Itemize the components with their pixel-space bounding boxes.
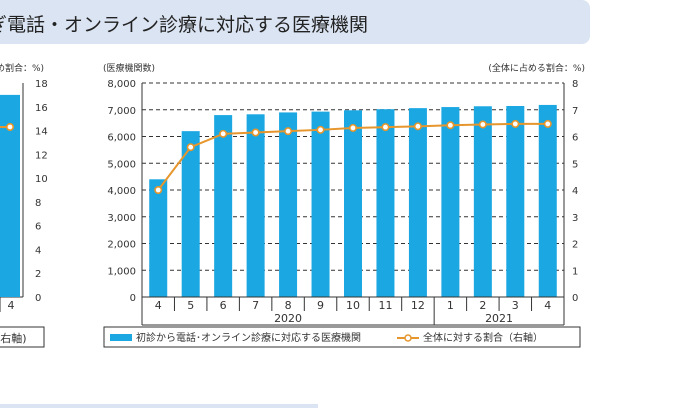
share-point bbox=[478, 120, 487, 129]
bar bbox=[376, 109, 395, 297]
bar bbox=[279, 112, 298, 297]
y-left-tick-label: 4,000 bbox=[107, 186, 136, 197]
bar bbox=[149, 179, 168, 297]
share-point bbox=[381, 123, 390, 132]
x-tick-label: 11 bbox=[378, 299, 392, 312]
bar bbox=[214, 115, 233, 297]
left-chart-y-tick-label: 14 bbox=[35, 127, 48, 138]
share-point bbox=[511, 119, 520, 128]
y-left-tick-label: 8,000 bbox=[107, 79, 136, 90]
y-left-tick-label: 0 bbox=[130, 293, 136, 304]
bar bbox=[538, 104, 557, 297]
bar bbox=[344, 110, 362, 297]
left-chart-x-tick: 4 bbox=[8, 299, 15, 312]
year-label: 2020 bbox=[274, 312, 302, 325]
y-left-axis-label: (医療機関数) bbox=[103, 62, 155, 74]
share-point bbox=[284, 127, 293, 136]
x-tick-label: 2 bbox=[479, 299, 486, 312]
left-chart-bar bbox=[0, 94, 20, 297]
legend-bar-swatch bbox=[110, 334, 132, 341]
y-right-tick-label: 8 bbox=[572, 79, 578, 90]
x-tick-label: 6 bbox=[220, 299, 227, 312]
legend-line-label: 全体に対する割合（右軸） bbox=[423, 331, 543, 344]
bar bbox=[473, 106, 492, 298]
x-tick-label: 5 bbox=[187, 299, 194, 312]
next-section-banner bbox=[0, 404, 318, 408]
left-chart-y-right-label: め割合：%) bbox=[0, 62, 44, 74]
left-chart-point bbox=[6, 122, 15, 131]
y-right-tick-label: 1 bbox=[572, 266, 578, 277]
y-right-tick-label: 2 bbox=[572, 240, 578, 251]
bar bbox=[181, 131, 200, 297]
left-chart-y-tick-label: 8 bbox=[35, 198, 41, 209]
y-right-tick-label: 6 bbox=[572, 133, 578, 144]
share-point bbox=[154, 186, 163, 195]
x-tick-label: 7 bbox=[252, 299, 259, 312]
y-right-axis-label: (全体に占める割合：%) bbox=[488, 62, 585, 74]
share-point bbox=[348, 123, 357, 132]
share-point bbox=[186, 143, 195, 152]
share-point bbox=[543, 119, 552, 128]
left-legend-text: (右軸) bbox=[0, 331, 27, 345]
left-chart-y-tick-label: 2 bbox=[35, 269, 41, 280]
legend: 初診から電話･オンライン診療に対応する医療機関 全体に対する割合（右軸） bbox=[103, 326, 581, 348]
y-left-tick-label: 2,000 bbox=[107, 240, 136, 251]
legend-bar-label: 初診から電話･オンライン診療に対応する医療機関 bbox=[136, 331, 361, 344]
year-label: 2021 bbox=[485, 312, 513, 325]
x-tick-label: 9 bbox=[317, 299, 324, 312]
bar bbox=[441, 107, 460, 297]
x-tick-label: 8 bbox=[285, 299, 292, 312]
left-chart-y-tick-label: 0 bbox=[35, 293, 41, 304]
y-right-tick-label: 0 bbox=[572, 293, 578, 304]
bar bbox=[246, 114, 265, 297]
y-left-tick-label: 5,000 bbox=[107, 159, 136, 170]
x-tick-label: 3 bbox=[512, 299, 519, 312]
x-tick-label: 12 bbox=[411, 299, 425, 312]
bar bbox=[408, 108, 427, 298]
y-right-tick-label: 7 bbox=[572, 106, 578, 117]
share-point bbox=[413, 122, 422, 131]
y-right-tick-label: 3 bbox=[572, 213, 578, 224]
y-left-tick-label: 3,000 bbox=[107, 213, 136, 224]
left-chart-y-tick-label: 18 bbox=[35, 79, 48, 90]
legend-line-marker bbox=[404, 334, 412, 342]
left-chart-y-tick-label: 10 bbox=[35, 174, 48, 185]
x-tick-label: 4 bbox=[544, 299, 551, 312]
left-chart-y-tick-label: 16 bbox=[35, 103, 48, 114]
left-chart-y-tick-label: 6 bbox=[35, 222, 41, 233]
share-point bbox=[219, 129, 228, 138]
y-left-tick-label: 7,000 bbox=[107, 106, 136, 117]
share-point bbox=[446, 121, 455, 130]
bar bbox=[506, 106, 525, 297]
left-legend-box bbox=[0, 326, 45, 348]
y-left-tick-label: 6,000 bbox=[107, 133, 136, 144]
y-right-tick-label: 4 bbox=[572, 186, 578, 197]
main-chart: (医療機関数) (全体に占める割合：%) 0 1,000 2,000 3,000 4,0… bbox=[103, 62, 585, 326]
y-left-tick-label: 1,000 bbox=[107, 266, 136, 277]
legend-box bbox=[103, 326, 581, 348]
left-chart: め割合：%) 4 0 2 4 6 8 10 12 14 16 18 (右軸) bbox=[0, 62, 48, 348]
x-tick-label: 10 bbox=[346, 299, 360, 312]
share-point bbox=[316, 125, 325, 134]
section-title: ぎ電話・オンライン診療に対応する医療機関 bbox=[0, 14, 369, 36]
bar bbox=[311, 111, 330, 297]
left-chart-y-tick-label: 4 bbox=[35, 245, 41, 256]
share-point bbox=[251, 128, 260, 137]
section-banner: ぎ電話・オンライン診療に対応する医療機関 bbox=[0, 0, 590, 44]
x-tick-label: 1 bbox=[447, 299, 454, 312]
x-tick-label: 4 bbox=[155, 299, 162, 312]
left-chart-y-tick-label: 12 bbox=[35, 150, 48, 161]
y-right-tick-label: 5 bbox=[572, 159, 578, 170]
